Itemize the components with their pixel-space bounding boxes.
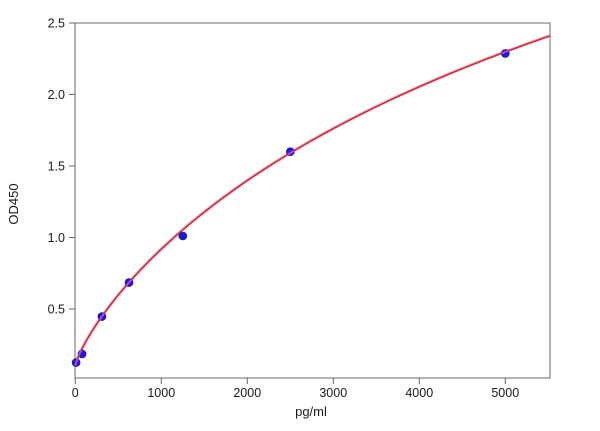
svg-text:0: 0 [72, 386, 79, 400]
svg-text:3000: 3000 [319, 386, 347, 400]
svg-text:1.0: 1.0 [48, 231, 65, 245]
svg-text:2.0: 2.0 [48, 88, 65, 102]
svg-text:2000: 2000 [233, 386, 261, 400]
svg-text:2.5: 2.5 [48, 17, 65, 31]
svg-text:0.5: 0.5 [48, 303, 65, 317]
svg-text:5000: 5000 [491, 386, 519, 400]
svg-text:1000: 1000 [147, 386, 175, 400]
svg-text:OD450: OD450 [6, 183, 21, 224]
svg-text:pg/ml: pg/ml [295, 404, 327, 419]
svg-text:4000: 4000 [405, 386, 433, 400]
svg-text:1.5: 1.5 [48, 160, 65, 174]
